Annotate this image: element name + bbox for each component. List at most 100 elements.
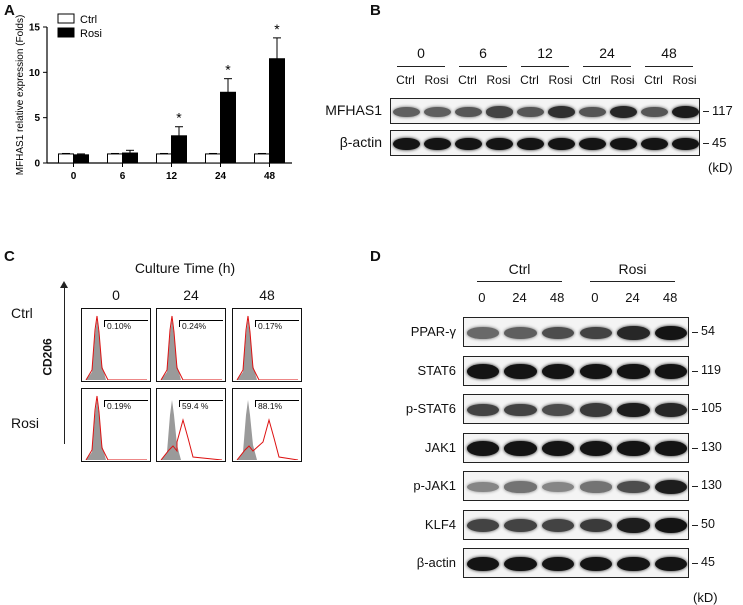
histogram-plot: [160, 400, 223, 460]
isotype-peak: [86, 320, 106, 380]
cd206-histogram-line: [160, 418, 223, 460]
lane-label: Rosi: [548, 73, 573, 87]
lane-label: Rosi: [672, 73, 697, 87]
blot-band: [466, 556, 499, 572]
blot-band: [655, 325, 688, 341]
y-tick-label: 15: [29, 23, 41, 34]
blot-band: [579, 364, 612, 379]
blot-band: [517, 137, 544, 151]
blot-band: [517, 106, 544, 118]
blot-panel-b: 0 6 12 24 48 Ctrl Rosi Ctrl Rosi Ctrl Rosi Ctrl Rosi…: [0, 0, 743, 240]
blot-band: [617, 326, 650, 340]
blot-row-label: KLF4: [424, 516, 456, 532]
gate-line: [179, 400, 223, 401]
blot-band: [542, 364, 575, 379]
gate-tick: [255, 320, 256, 327]
timepoint-label: 6: [479, 45, 487, 61]
lane-label: Rosi: [424, 73, 449, 87]
significance-star: *: [225, 62, 231, 78]
blot-band: [655, 479, 688, 495]
cd206-axis-line: [64, 284, 65, 444]
blot-panel-d: Ctrl Rosi 0 24 48 0 24 48 PPAR-γ 54 STAT6 119 p-STAT…: [406, 261, 722, 605]
blot-band: [455, 106, 482, 118]
significance-star: *: [274, 21, 280, 37]
timepoint-label: 48: [549, 290, 565, 305]
blot-band: [579, 326, 612, 340]
gate-line: [104, 320, 148, 321]
mw-label: 130: [701, 439, 722, 454]
blot-band: [579, 556, 612, 572]
blot-band: [579, 106, 606, 118]
gate-line: [255, 320, 299, 321]
legend-swatch-ctrl: [57, 13, 75, 24]
blot-band: [393, 106, 420, 118]
mw-tick: [692, 370, 698, 372]
blot-band: [455, 137, 482, 151]
mw-tick: [692, 524, 698, 526]
blot-row-label: p-JAK1: [413, 478, 456, 493]
y-tick-label: 5: [34, 113, 40, 124]
histogram-plot: [236, 400, 299, 460]
lane-label: Ctrl: [520, 73, 539, 87]
blot-strip: [463, 509, 689, 540]
blot-band: [504, 556, 537, 572]
blot-band: [655, 364, 688, 379]
blot-band: [579, 137, 606, 151]
blot-row-label: PPAR-γ: [410, 324, 456, 339]
flow-column-label: 24: [183, 287, 199, 303]
blot-row-label: β-actin: [339, 134, 382, 150]
timepoint-label: 24: [625, 290, 640, 305]
blot-strip: [463, 394, 689, 424]
blot-row-label: β-actin: [416, 555, 456, 570]
blot-band: [466, 519, 499, 532]
blot-strip: [463, 355, 689, 386]
flow-panel-c: Culture Time (h) Ctrl Rosi CD206 0 24 48 0.…: [0, 0, 360, 578]
blot-band: [548, 137, 575, 151]
isotype-peak: [237, 400, 257, 460]
blot-band: [641, 137, 668, 151]
blot-band: [655, 556, 688, 572]
blot-band: [548, 106, 575, 118]
group-underline: [459, 66, 507, 67]
x-tick-label: 24: [215, 171, 227, 182]
gate-percentage: 0.19%: [107, 401, 132, 411]
lane-label: Ctrl: [396, 73, 415, 87]
blot-band: [504, 519, 537, 532]
group-underline: [645, 66, 693, 67]
mw-tick: [692, 447, 698, 449]
blot-row-label: MFHAS1: [325, 102, 382, 118]
blot-band: [655, 518, 688, 533]
gate-tick: [104, 320, 105, 327]
blot-band: [672, 137, 699, 151]
blot-band: [466, 481, 499, 493]
flow-column-label: 0: [112, 287, 120, 303]
blot-band: [542, 403, 575, 417]
gate-percentage: 59.4 %: [182, 401, 209, 411]
blot-band: [672, 105, 699, 119]
mw-tick: [692, 486, 698, 487]
unit-label: (kD): [693, 589, 718, 605]
legend-label-rosi: Rosi: [80, 28, 102, 40]
lane-label: Rosi: [610, 73, 635, 87]
gate-percentage: 88.1%: [258, 401, 283, 411]
blot-strip: [390, 130, 700, 156]
gate-tick: [179, 320, 180, 327]
flow-histogram: 59.4 %: [156, 388, 226, 462]
blot-band: [542, 481, 575, 493]
gate-tick: [255, 400, 256, 407]
flow-row-label-ctrl: Ctrl: [11, 305, 33, 321]
gate-line: [179, 320, 223, 321]
timepoint-label: 0: [417, 45, 425, 61]
mw-label: 117: [712, 103, 733, 118]
flow-column-label: 48: [259, 287, 275, 303]
flow-histogram: 0.10%: [81, 308, 151, 382]
blot-strip: [463, 432, 689, 463]
group-underline: [590, 281, 675, 282]
x-tick-label: 12: [166, 171, 178, 182]
gate-line: [255, 400, 299, 401]
mw-label: 45: [701, 555, 715, 569]
blot-band: [393, 137, 420, 151]
blot-band: [542, 519, 575, 532]
blot-band: [424, 106, 451, 118]
y-tick-label: 0: [34, 159, 40, 170]
